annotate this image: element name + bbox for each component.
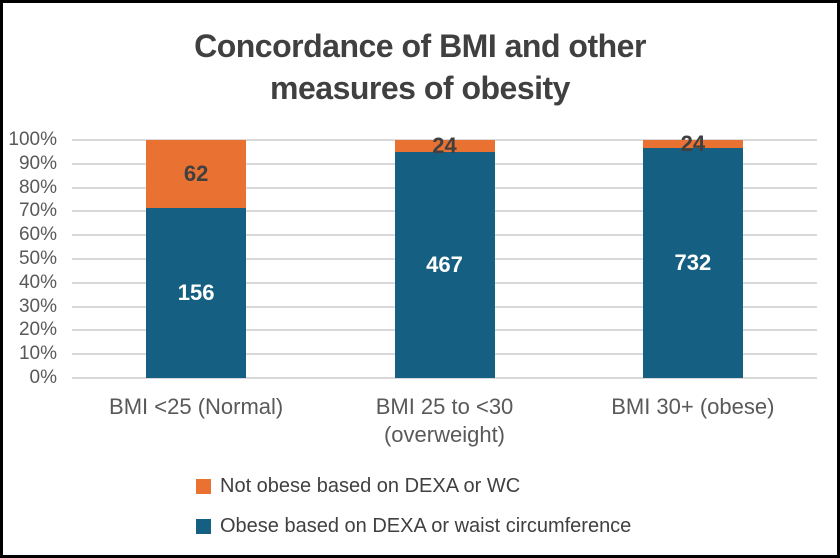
data-label: 156	[177, 279, 215, 305]
y-tick-label: 0%	[29, 367, 57, 388]
y-tick-label: 50%	[18, 248, 57, 269]
legend-label: Obese based on DEXA or waist circumferen…	[220, 515, 632, 537]
y-tick-label: 100%	[8, 129, 57, 150]
legend-item: Obese based on DEXA or waist circumferen…	[196, 515, 631, 538]
legend-item: Not obese based on DEXA or WC	[196, 475, 631, 498]
x-category-label: BMI 30+ (obese)	[611, 394, 775, 419]
x-category-label: BMI 25 to <30 (overweight)	[375, 394, 514, 447]
y-tick-label: 90%	[18, 152, 57, 174]
data-label: 62	[183, 160, 209, 186]
chart-title-line1: Concordance of BMI and other	[194, 28, 646, 64]
bar-segment: 732	[642, 147, 743, 378]
y-tick-label: 10%	[18, 343, 57, 365]
bar-segment: 62	[146, 140, 247, 208]
y-axis: 100% 90% 80% 70% 60% 50% 40% 30% 20% 10% 0%	[3, 129, 57, 388]
legend-swatch-icon	[196, 519, 211, 534]
data-label: 24	[432, 132, 457, 158]
y-tick-label: 30%	[18, 295, 57, 317]
chart-title-line2: measures of obesity	[270, 70, 570, 106]
gridline	[72, 377, 817, 379]
bar-1: 62 156	[146, 140, 247, 378]
y-tick-label: 70%	[18, 200, 57, 222]
y-tick-label: 60%	[18, 224, 57, 246]
bar-segment: 156	[146, 207, 247, 378]
y-tick-label: 80%	[18, 176, 57, 198]
data-label: 467	[426, 251, 463, 277]
legend: Not obese based on DEXA or WC Obese based…	[196, 475, 631, 538]
data-label: 24	[680, 130, 706, 156]
y-tick-label: 40%	[18, 271, 57, 293]
bar-segment: 24	[642, 131, 743, 155]
chart-title: Concordance of BMI and other measures of…	[3, 25, 837, 109]
bar-segment: 467	[394, 151, 495, 378]
x-axis-labels: BMI <25 (Normal) BMI 25 to <30 (overweigh…	[72, 393, 817, 455]
data-label: 732	[674, 249, 712, 275]
y-tick-label: 20%	[18, 319, 57, 341]
legend-label: Not obese based on DEXA or WC	[220, 475, 521, 497]
bar-3: 24 732	[642, 131, 743, 378]
legend-swatch-icon	[196, 479, 211, 494]
plot-area: 62 156 24 467 24 732	[72, 131, 817, 379]
bar-2: 24 467	[394, 133, 495, 378]
x-category-label: BMI <25 (Normal)	[109, 394, 284, 419]
bar-segment: 24	[394, 133, 495, 157]
